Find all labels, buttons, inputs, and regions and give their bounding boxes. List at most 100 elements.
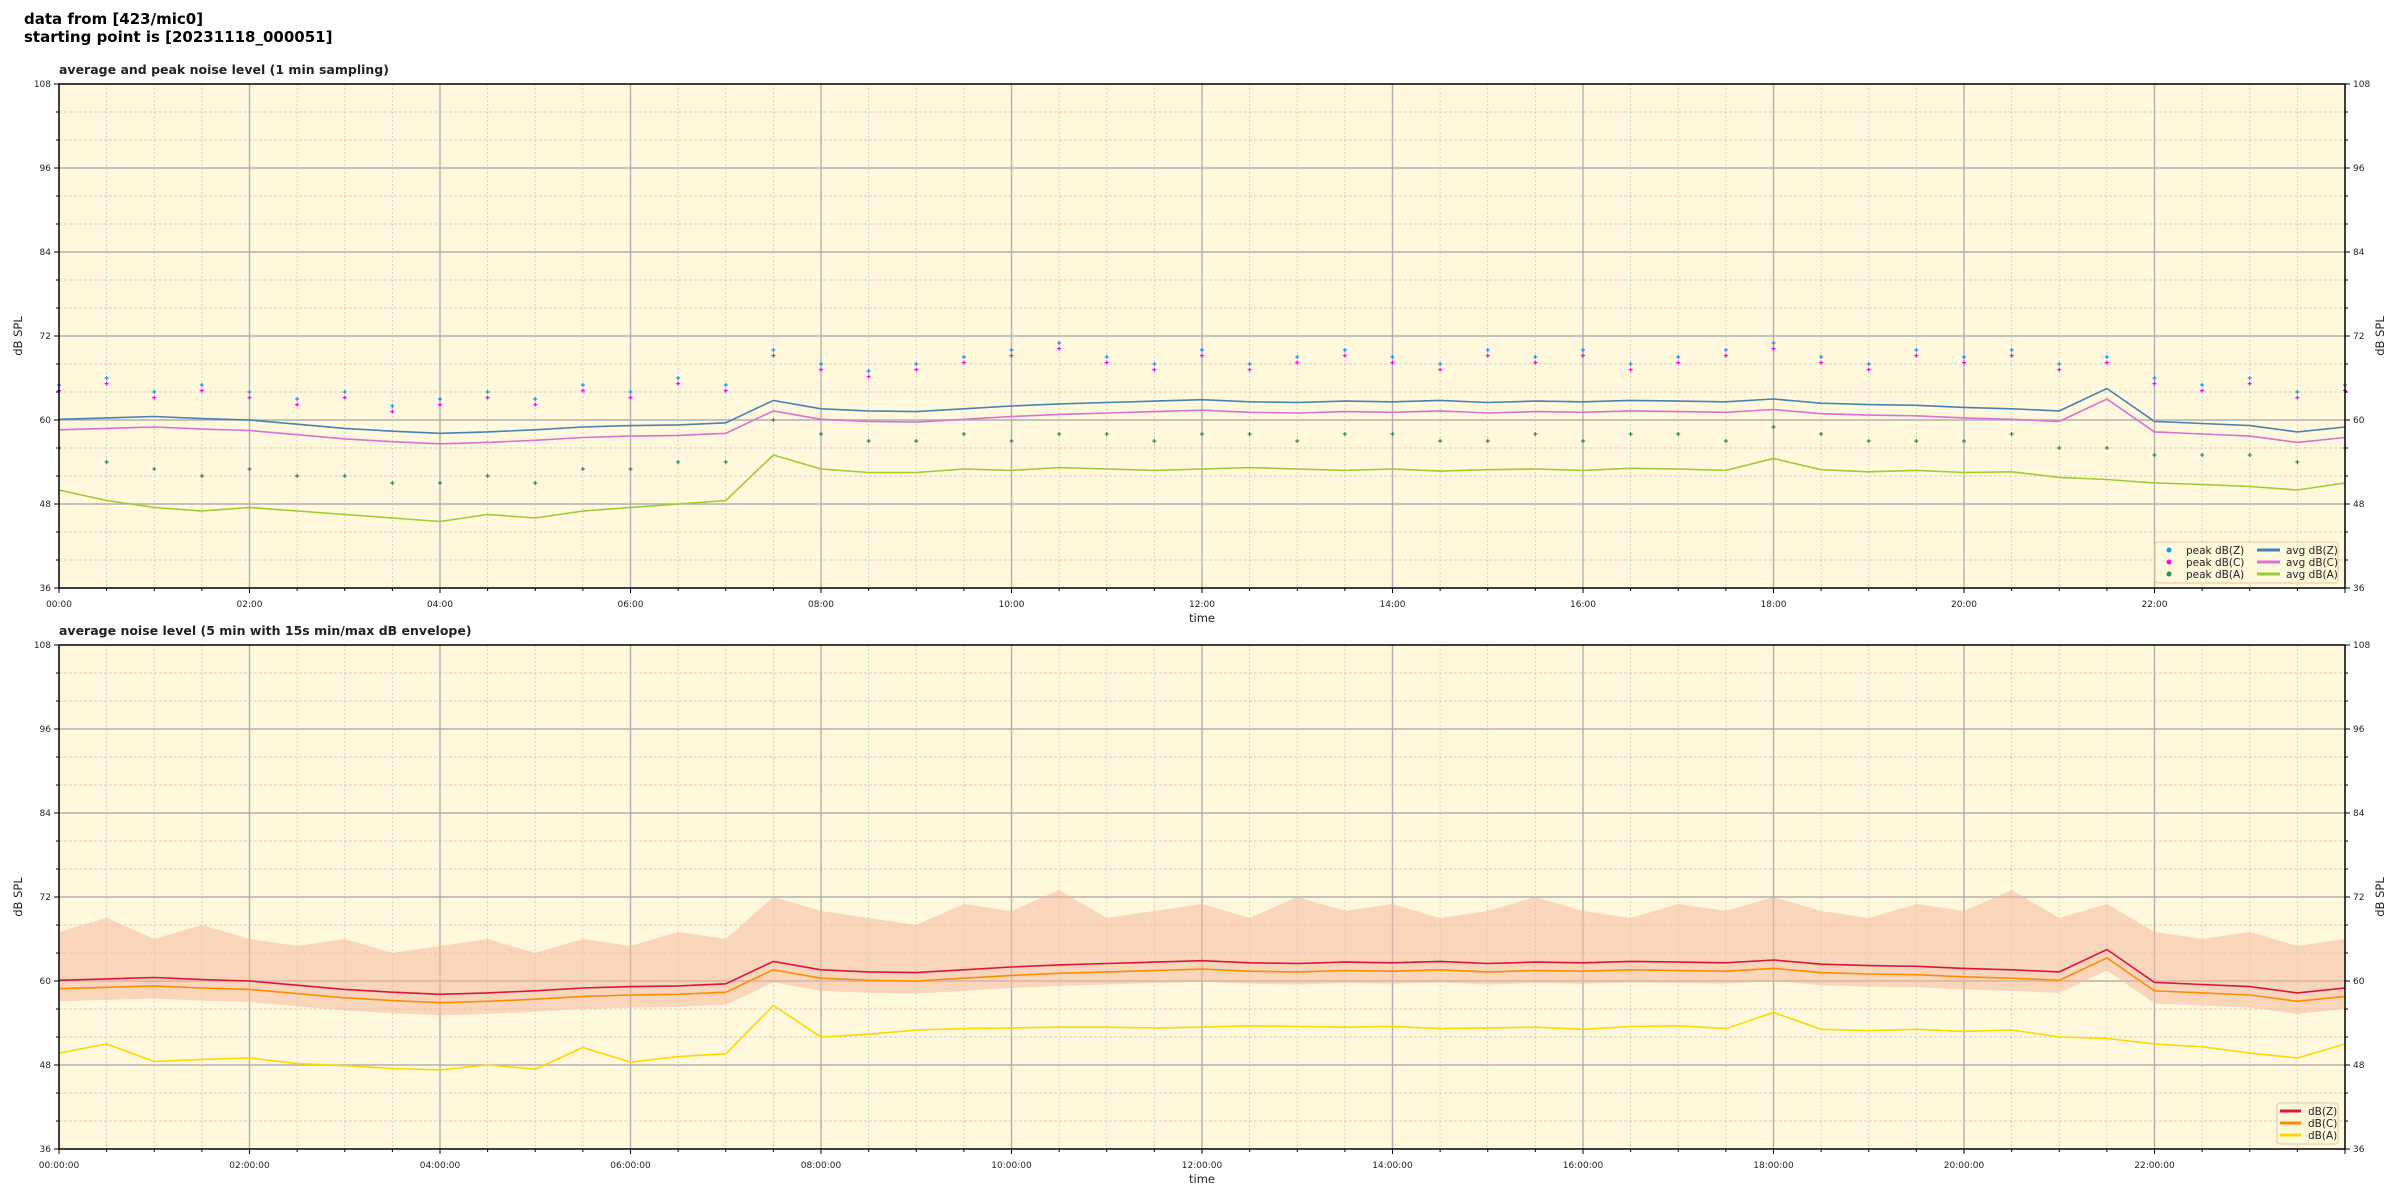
peak-marker <box>1914 439 1919 443</box>
subplot-title: average and peak noise level (1 min samp… <box>59 62 389 77</box>
peak-marker <box>866 374 871 379</box>
peak-marker <box>152 390 157 394</box>
peak-marker <box>1342 353 1347 358</box>
peak-marker <box>2200 388 2205 393</box>
legend-label: peak dB(C) <box>2186 557 2244 569</box>
peak-marker <box>1009 353 1014 358</box>
peak-marker <box>1581 353 1585 358</box>
series-line <box>58 1004 2346 1071</box>
peak-marker <box>1533 432 1538 436</box>
peak-marker <box>1628 432 1633 436</box>
peak-marker <box>2009 353 2014 358</box>
peak-marker <box>1676 432 1681 436</box>
x-tick-label: 06:00:00 <box>610 1161 651 1171</box>
peak-marker <box>1295 355 1300 359</box>
peak-marker <box>914 367 919 372</box>
x-tick-label: 16:00:00 <box>1563 1161 1604 1171</box>
peak-marker <box>1866 362 1871 366</box>
y-tick-label-right: 84 <box>2353 809 2365 819</box>
peak-marker <box>295 397 300 401</box>
peak-marker <box>1581 348 1585 352</box>
peak-marker <box>390 404 395 408</box>
x-tick-label: 00:00:00 <box>39 1161 80 1171</box>
x-tick-label: 20:00 <box>1951 600 1977 610</box>
peak-marker <box>295 474 300 478</box>
legend-box <box>2154 541 2339 584</box>
x-tick-label: 02:00 <box>237 600 263 610</box>
peak-marker <box>2247 453 2252 457</box>
series-avg-db-z- <box>58 387 2346 435</box>
peak-marker <box>1104 432 1109 436</box>
peak-marker <box>2152 453 2157 457</box>
peak-marker <box>1104 360 1109 365</box>
y-axis-label: dB SPL <box>11 877 25 917</box>
series-db-a- <box>58 1004 2346 1071</box>
peak-marker <box>2104 355 2109 359</box>
y-tick-label: 36 <box>40 1145 52 1155</box>
peak-marker <box>1533 360 1538 365</box>
peak-marker <box>104 460 109 464</box>
x-tick-label: 06:00 <box>618 600 644 610</box>
peak-marker <box>723 383 728 387</box>
peak-marker <box>533 397 538 401</box>
x-tick-label: 00:00 <box>46 600 72 610</box>
peak-marker <box>580 467 585 471</box>
y-tick-label-right: 36 <box>2353 584 2365 594</box>
peak-marker <box>1533 355 1538 359</box>
series-line <box>58 948 2346 996</box>
legend-marker-icon <box>2166 547 2172 553</box>
peak-marker <box>2295 390 2300 394</box>
peak-marker <box>1628 362 1633 366</box>
peak-marker <box>1676 355 1681 359</box>
series-avg-db-a- <box>58 454 2346 523</box>
peak-marker <box>771 353 776 358</box>
peak-marker <box>1628 367 1633 372</box>
series-line <box>58 454 2346 523</box>
peak-marker <box>199 388 204 393</box>
series-peak-db-z- <box>57 341 2347 408</box>
peak-marker <box>1438 439 1443 443</box>
x-tick-label: 14:00:00 <box>1372 1161 1413 1171</box>
peak-marker <box>1866 367 1871 372</box>
peak-marker <box>1342 348 1347 352</box>
peak-marker <box>914 439 919 443</box>
legend: dB(Z)dB(C)dB(A) <box>2276 1102 2339 1145</box>
peak-marker <box>771 418 776 422</box>
x-tick-label: 08:00:00 <box>801 1161 842 1171</box>
chart-2: 36 36 48 48 60 60 72 72 84 84 96 96 108 108 00:00:00 02… <box>11 623 2387 1186</box>
y-tick-label: 72 <box>40 893 51 903</box>
peak-marker <box>1438 362 1443 366</box>
series-line <box>58 387 2346 435</box>
peak-marker <box>1200 348 1204 352</box>
peak-marker <box>152 395 157 400</box>
peak-marker <box>628 390 633 394</box>
legend-marker-icon <box>2166 559 2172 565</box>
peak-marker <box>1438 367 1443 372</box>
peak-marker <box>2295 460 2300 464</box>
peak-marker <box>580 383 585 387</box>
peak-marker <box>1342 432 1347 436</box>
y-tick-label: 72 <box>40 332 51 342</box>
peak-marker <box>152 467 157 471</box>
peak-marker <box>1057 432 1062 436</box>
peak-marker <box>533 402 538 407</box>
peak-marker <box>247 467 252 471</box>
peak-marker <box>1771 341 1776 345</box>
y-tick-label: 48 <box>40 1061 52 1071</box>
axes-frame <box>58 644 2346 1150</box>
peak-marker <box>1390 360 1395 365</box>
y-tick-label-right: 60 <box>2353 416 2365 426</box>
series-db-c- <box>58 956 2346 1004</box>
peak-marker <box>247 395 252 400</box>
y-tick-label: 48 <box>40 500 52 510</box>
peak-marker <box>866 369 871 373</box>
legend-label: dB(Z) <box>2308 1106 2337 1118</box>
peak-marker <box>1914 353 1919 358</box>
peak-marker <box>533 481 538 485</box>
peak-marker <box>438 481 442 485</box>
y-tick-label-right: 72 <box>2353 332 2364 342</box>
title-line-1: data from [423/mic0] <box>24 10 204 28</box>
peak-marker <box>2200 383 2205 387</box>
y-tick-label-right: 108 <box>2353 641 2370 651</box>
peak-marker <box>1485 439 1490 443</box>
